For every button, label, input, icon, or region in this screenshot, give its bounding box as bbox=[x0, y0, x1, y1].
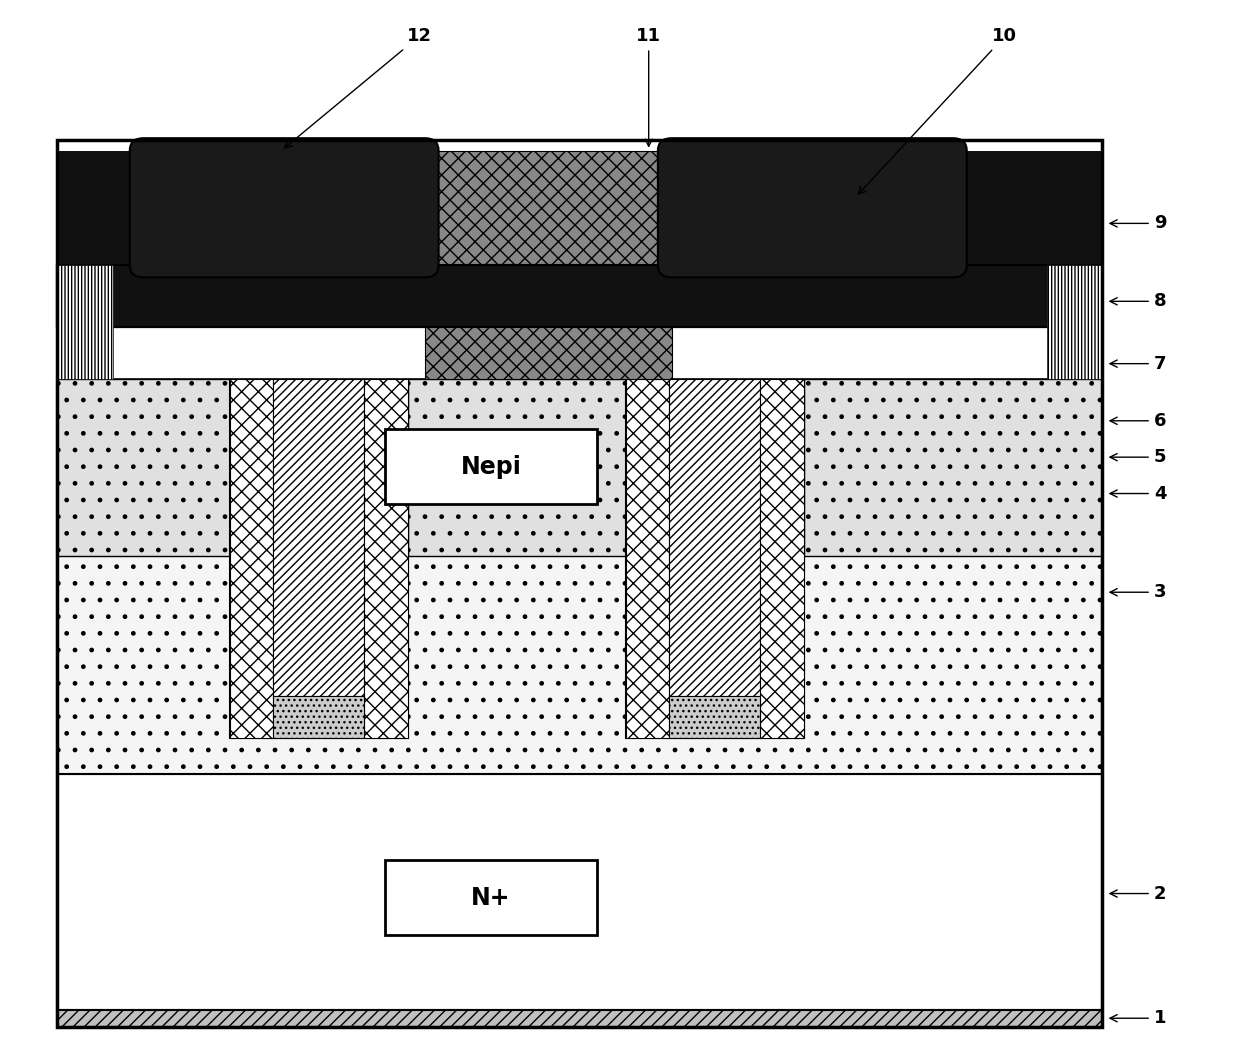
Text: 10: 10 bbox=[858, 27, 1017, 194]
Bar bbox=[57, 265, 113, 379]
Bar bbox=[954, 151, 1102, 265]
Bar bbox=[57, 265, 1102, 327]
Bar bbox=[425, 151, 672, 379]
Bar bbox=[57, 379, 229, 556]
Bar bbox=[626, 379, 670, 738]
Bar bbox=[384, 429, 596, 504]
Bar bbox=[57, 774, 1102, 1010]
Bar bbox=[273, 379, 365, 696]
Bar bbox=[760, 379, 804, 738]
Text: N+: N+ bbox=[471, 885, 511, 910]
Text: 1: 1 bbox=[1110, 1009, 1167, 1028]
Text: Nepi: Nepi bbox=[460, 454, 521, 479]
Bar bbox=[149, 156, 419, 260]
Bar bbox=[670, 696, 760, 738]
Bar bbox=[804, 379, 1102, 556]
Text: 9: 9 bbox=[1110, 214, 1167, 233]
FancyBboxPatch shape bbox=[130, 138, 439, 277]
Bar bbox=[1047, 265, 1102, 379]
Bar bbox=[425, 151, 672, 265]
Bar bbox=[57, 379, 1102, 774]
Bar bbox=[229, 379, 273, 738]
Bar bbox=[57, 1010, 1102, 1027]
Text: 5: 5 bbox=[1110, 448, 1167, 467]
Text: 7: 7 bbox=[1110, 354, 1167, 373]
Bar bbox=[57, 265, 1102, 327]
Text: 2: 2 bbox=[1110, 884, 1167, 903]
Bar bbox=[273, 696, 365, 738]
Text: 3: 3 bbox=[1110, 583, 1167, 602]
Text: 4: 4 bbox=[1110, 484, 1167, 503]
Bar bbox=[365, 379, 408, 738]
Bar bbox=[384, 860, 596, 935]
Text: 8: 8 bbox=[1110, 292, 1167, 311]
Bar bbox=[626, 379, 804, 738]
Bar bbox=[408, 379, 626, 556]
Bar bbox=[57, 265, 1102, 327]
Bar bbox=[57, 327, 1102, 379]
Bar bbox=[229, 379, 408, 738]
Bar bbox=[57, 151, 144, 265]
Text: 12: 12 bbox=[285, 27, 432, 148]
Bar bbox=[670, 379, 760, 696]
Bar bbox=[677, 156, 947, 260]
Text: 11: 11 bbox=[636, 27, 661, 146]
FancyBboxPatch shape bbox=[658, 138, 967, 277]
Text: 6: 6 bbox=[1110, 411, 1167, 430]
Bar bbox=[57, 140, 1102, 1027]
